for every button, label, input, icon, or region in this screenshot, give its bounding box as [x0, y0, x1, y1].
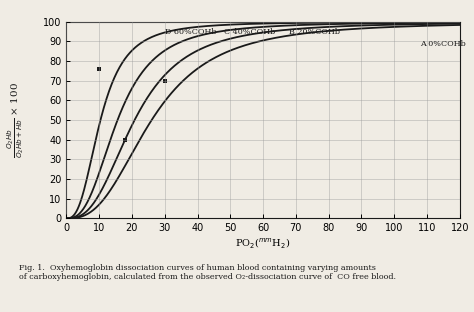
Text: $\frac{O_2Hb}{O_2Hb+Hb}$ × 100: $\frac{O_2Hb}{O_2Hb+Hb}$ × 100: [5, 82, 26, 158]
Text: A 0%COHb: A 0%COHb: [420, 40, 466, 47]
Text: C 40%COHb: C 40%COHb: [224, 28, 275, 36]
Text: Fig. 1.  Oxyhemoglobin dissociation curves of human blood containing varying amo: Fig. 1. Oxyhemoglobin dissociation curve…: [19, 264, 396, 281]
X-axis label: PO$_2$($^{mm}$H$_2$): PO$_2$($^{mm}$H$_2$): [236, 236, 291, 250]
Text: B 20%COHb: B 20%COHb: [289, 28, 340, 36]
Text: D 60%COHb: D 60%COHb: [164, 28, 216, 36]
